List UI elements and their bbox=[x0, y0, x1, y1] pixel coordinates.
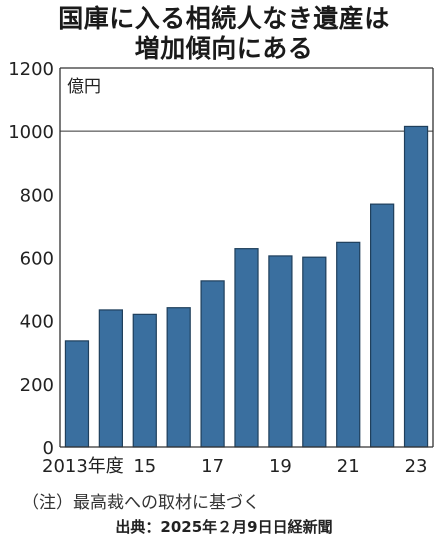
x-tick-label: 2013年度 bbox=[42, 456, 124, 477]
bar-18 bbox=[234, 248, 259, 448]
source-credit: 出典：2025年２月9日日経新聞 bbox=[115, 518, 333, 536]
chart-title-line2: 増加傾向にある bbox=[134, 34, 314, 63]
bar-19 bbox=[268, 255, 293, 448]
bar-17 bbox=[200, 280, 225, 448]
bar-23 bbox=[403, 125, 429, 448]
bar-21 bbox=[336, 241, 361, 448]
bar-22 bbox=[370, 203, 395, 448]
bar-20 bbox=[302, 256, 327, 448]
bar-15 bbox=[132, 313, 157, 448]
y-tick-label: 800 bbox=[20, 185, 54, 206]
x-tick-label: 19 bbox=[269, 456, 292, 477]
footnote: （注）最高裁への取材に基づく bbox=[22, 493, 260, 513]
x-tick-label: 23 bbox=[405, 456, 428, 477]
chart-title-line1: 国庫に入る相続人なき遺産は bbox=[58, 4, 390, 33]
y-axis-unit-label: 億円 bbox=[67, 77, 101, 97]
x-tick-label: 15 bbox=[133, 456, 156, 477]
y-tick-label: 400 bbox=[20, 312, 54, 333]
y-tick-label: 0 bbox=[43, 438, 54, 459]
y-tick-label: 1000 bbox=[8, 122, 54, 143]
y-tick-label: 200 bbox=[20, 375, 54, 396]
x-tick-label: 17 bbox=[201, 456, 224, 477]
bar-16 bbox=[166, 307, 191, 448]
y-tick-label: 600 bbox=[20, 249, 54, 270]
y-tick-label: 1200 bbox=[8, 59, 54, 80]
x-tick-label: 21 bbox=[337, 456, 360, 477]
bar-14 bbox=[98, 309, 123, 448]
bar-2013年度 bbox=[64, 340, 90, 448]
